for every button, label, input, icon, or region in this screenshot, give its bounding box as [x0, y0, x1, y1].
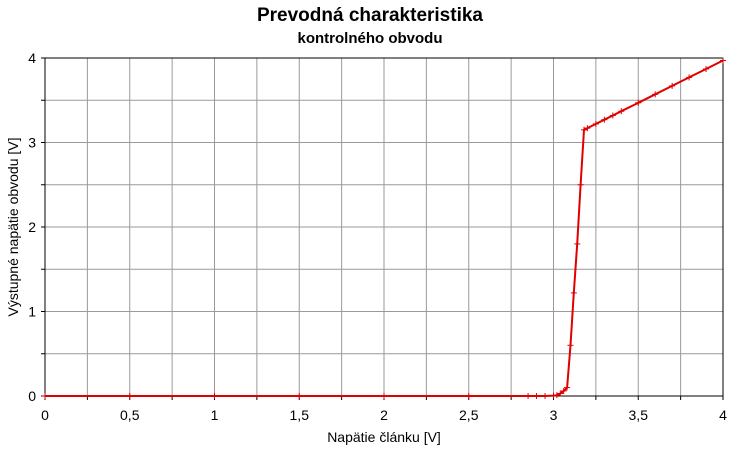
- y-axis-tick-labels: 0 1 2 3 4: [28, 50, 36, 404]
- x-tick-label: 0: [41, 407, 49, 423]
- series-group: [42, 57, 726, 399]
- y-tick-label: 0: [28, 388, 36, 404]
- x-axis-label: Napätie článku [V]: [327, 429, 441, 445]
- x-tick-label: 4: [719, 407, 727, 423]
- x-axis-tick-labels: 0 0,5 1 1,5 2 2,5 3 3,5 4: [41, 407, 727, 423]
- x-tick-label: 1,5: [290, 407, 310, 423]
- x-tick-label: 3: [550, 407, 558, 423]
- y-axis-label: Výstupné napätie obvodu [V]: [5, 137, 21, 316]
- series-line: [45, 59, 724, 397]
- y-tick-label: 2: [28, 219, 36, 235]
- chart-subtitle: kontrolného obvodu: [298, 30, 443, 47]
- y-tick-label: 4: [28, 50, 36, 66]
- x-tick-label: 2,5: [459, 407, 479, 423]
- chart-title: Prevodná charakteristika: [257, 5, 483, 26]
- x-tick-label: 0,5: [120, 407, 140, 423]
- x-tick-label: 2: [380, 407, 388, 423]
- y-tick-label: 3: [28, 135, 36, 151]
- y-tick-label: 1: [28, 304, 36, 320]
- x-tick-label: 1: [211, 407, 219, 423]
- y-axis-ticks: [41, 57, 45, 397]
- x-tick-label: 3,5: [629, 407, 649, 423]
